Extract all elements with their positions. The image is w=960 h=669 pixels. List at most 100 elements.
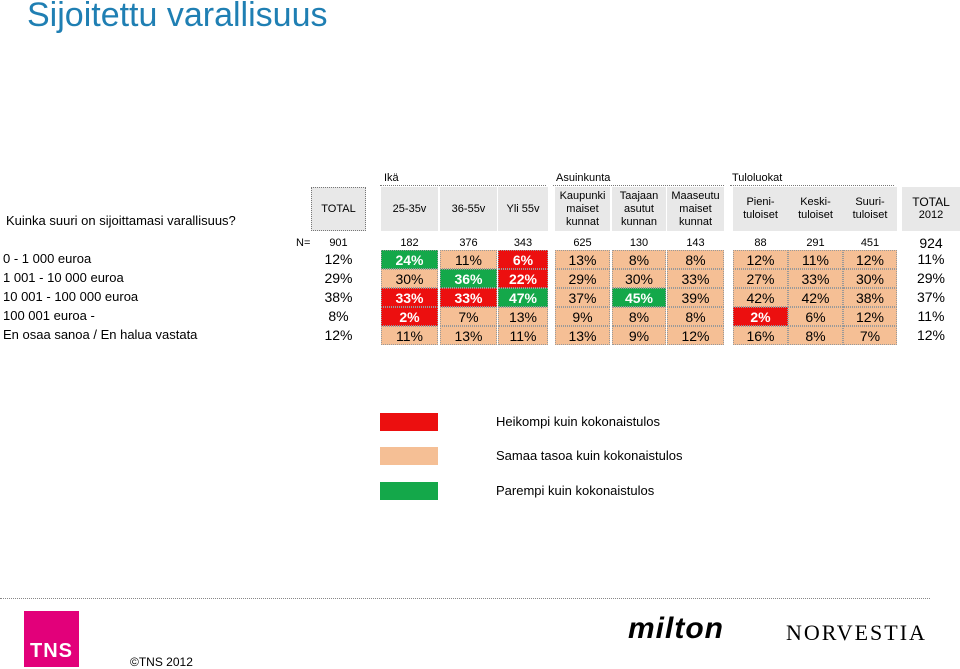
row-label: En osaa sanoa / En halua vastata [3, 327, 198, 342]
table-cell: 42% [788, 288, 843, 307]
column-header-i2: Keski- tuloiset [788, 187, 843, 231]
column-header-a3: Yli 55v [498, 187, 548, 231]
table-cell: 22% [498, 269, 548, 288]
group-label-income: Tuloluokat [732, 172, 783, 184]
column-header-r3: Maaseutu maiset kunnat [667, 187, 724, 231]
footer-divider [0, 598, 930, 599]
table-cell: 12% [311, 250, 366, 269]
milton-logo: milton [628, 612, 724, 645]
row-label: 1 001 - 10 000 euroa [3, 270, 124, 285]
table-cell: 7% [843, 326, 897, 345]
table-cell: 45% [612, 288, 666, 307]
legend-swatch-red [380, 413, 438, 431]
table-cell: 8% [788, 326, 843, 345]
table-cell: 38% [311, 288, 366, 307]
n-value: 901 [329, 237, 348, 249]
n-value: 343 [513, 237, 533, 249]
table-cell: 27% [733, 269, 788, 288]
n-value: 376 [459, 237, 478, 249]
table-cell: 33% [381, 288, 438, 307]
table-cell: 8% [612, 307, 666, 326]
row-label: 10 001 - 100 000 euroa [3, 289, 139, 304]
table-cell: 13% [555, 326, 610, 345]
group-underline-age [380, 185, 546, 186]
table-cell: 13% [440, 326, 497, 345]
n-value: 182 [400, 237, 419, 249]
tns-logo-text: TNS [30, 640, 73, 662]
n-value-total-2012: 924 [919, 235, 943, 251]
table-cell: 12% [667, 326, 724, 345]
table-cell: 9% [612, 326, 666, 345]
table-cell: 6% [498, 250, 548, 269]
total-2012-label: TOTAL [912, 195, 950, 209]
table-cell: 8% [667, 250, 724, 269]
table-cell: 12% [843, 250, 897, 269]
column-header-i1: Pieni- tuloiset [733, 187, 788, 231]
table-cell: 38% [843, 288, 897, 307]
table-cell-total-2012: 11% [902, 307, 960, 326]
table-cell: 30% [381, 269, 438, 288]
table-cell: 29% [311, 269, 366, 288]
n-label: N= [296, 237, 311, 249]
table-cell: 33% [788, 269, 843, 288]
column-header-r2: Taajaan asutut kunnan [612, 187, 666, 231]
n-value: 143 [686, 237, 705, 249]
row-label: 100 001 euroa - [3, 308, 95, 323]
table-cell: 11% [788, 250, 843, 269]
table-cell: 42% [733, 288, 788, 307]
table-cell: 2% [733, 307, 788, 326]
total-2012-year: 2012 [918, 209, 944, 221]
legend-label: Samaa tasoa kuin kokonaistulos [496, 448, 683, 463]
column-header-a2: 36-55v [440, 187, 497, 231]
table-cell: 13% [498, 307, 548, 326]
table-cell-total-2012: 29% [902, 269, 960, 288]
column-header-i3: Suuri- tuloiset [843, 187, 897, 231]
table-cell-total-2012: 37% [902, 288, 960, 307]
column-header-r1: Kaupunki maiset kunnat [555, 187, 610, 231]
page-title: Sijoitettu varallisuus [27, 0, 328, 34]
group-underline-income [730, 185, 894, 186]
table-cell: 16% [733, 326, 788, 345]
table-cell: 11% [440, 250, 497, 269]
table-cell: 12% [311, 326, 366, 345]
column-header-total: TOTAL [311, 187, 366, 231]
table-cell: 30% [843, 269, 897, 288]
group-label-age: Ikä [384, 172, 399, 184]
group-label-residence: Asuinkunta [556, 172, 611, 184]
column-header-total-2012: TOTAL 2012 [902, 187, 960, 231]
table-cell: 6% [788, 307, 843, 326]
row-label: 0 - 1 000 euroa [3, 251, 92, 266]
table-cell: 13% [555, 250, 610, 269]
column-header-a1: 25-35v [381, 187, 438, 231]
table-cell: 8% [311, 307, 366, 326]
group-underline-residence [553, 185, 724, 186]
table-cell-total-2012: 11% [902, 250, 960, 269]
table-cell: 24% [381, 250, 438, 269]
table-cell: 39% [667, 288, 724, 307]
n-value: 625 [573, 237, 592, 249]
table-cell: 36% [440, 269, 497, 288]
table-cell: 33% [667, 269, 724, 288]
legend-swatch-green [380, 482, 438, 500]
tns-logo [24, 611, 79, 667]
table-cell-total-2012: 12% [902, 326, 960, 345]
table-cell: 29% [555, 269, 610, 288]
table-cell: 8% [667, 307, 724, 326]
question-text: Kuinka suuri on sijoittamasi varallisuus… [6, 213, 236, 228]
table-cell: 12% [843, 307, 897, 326]
table-cell: 11% [498, 326, 548, 345]
table-cell: 11% [381, 326, 438, 345]
n-value: 451 [860, 237, 880, 249]
legend-swatch-peach [380, 447, 438, 465]
legend-label: Heikompi kuin kokonaistulos [496, 414, 661, 429]
n-value: 88 [754, 237, 767, 249]
table-cell: 8% [612, 250, 666, 269]
legend-label: Parempi kuin kokonaistulos [496, 483, 655, 498]
table-cell: 47% [498, 288, 548, 307]
table-cell: 30% [612, 269, 666, 288]
norvestia-logo: NORVESTIA [786, 620, 927, 645]
n-value: 291 [806, 237, 825, 249]
table-cell: 7% [440, 307, 497, 326]
table-cell: 12% [733, 250, 788, 269]
copyright: ©TNS 2012 [130, 655, 193, 669]
